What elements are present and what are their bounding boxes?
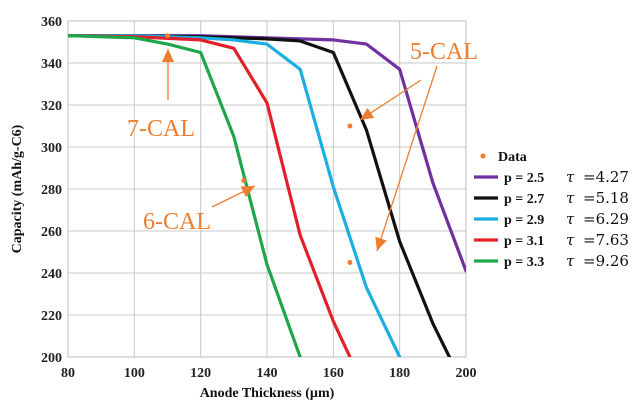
y-tick-label: 300 — [41, 141, 62, 156]
legend: Data p = 2.5 τ =4.27 p = 2.7 τ =5.18 p = 2.9 τ =… — [474, 150, 629, 270]
annotation-7-cal: 7-CAL — [127, 116, 195, 142]
legend-series-label: p = 3.3 — [504, 255, 544, 270]
grid — [67, 20, 467, 358]
x-tick-label: 160 — [323, 366, 344, 381]
y-tick-label: 320 — [41, 99, 62, 114]
y-tick-label: 260 — [41, 225, 62, 240]
x-tick-label: 80 — [61, 366, 75, 381]
legend-tau-symbol: τ — [566, 231, 575, 249]
y-tick-label: 220 — [41, 309, 62, 324]
legend-series-label: p = 2.5 — [504, 171, 544, 186]
x-tick-label: 100 — [124, 366, 145, 381]
y-tick-labels: 200 220 240 260 280 300 320 340 360 — [41, 15, 62, 366]
y-tick-label: 360 — [41, 15, 62, 30]
y-tick-label: 280 — [41, 183, 62, 198]
legend-tau-symbol: τ — [566, 168, 575, 186]
x-tick-label: 200 — [456, 366, 477, 381]
annotation-6-cal: 6-CAL — [143, 209, 211, 235]
legend-tau-symbol: τ — [566, 252, 575, 270]
annotation-arrow-head — [240, 186, 255, 198]
legend-data-label: Data — [498, 150, 527, 165]
series-line — [68, 34, 352, 357]
legend-series-label: p = 2.7 — [504, 192, 544, 207]
data-point — [347, 123, 353, 129]
annotation-arrow-head — [375, 236, 387, 251]
data-point — [347, 260, 353, 265]
data-point — [165, 33, 170, 39]
legend-data-marker — [480, 153, 486, 159]
annotation-5-cal: 5-CAL — [410, 39, 478, 65]
legend-series-label: p = 2.9 — [504, 213, 544, 228]
annotation-arrow-head — [360, 107, 375, 120]
data-points — [165, 33, 353, 265]
y-tick-label: 340 — [41, 57, 62, 72]
annotation-arrow-line — [376, 65, 438, 252]
legend-tau-symbol: τ — [566, 210, 575, 228]
y-axis-title: Capacity (mAh/g-C6) — [10, 124, 25, 253]
legend-tau-value: =5.18 — [583, 189, 629, 207]
plot-frame — [67, 20, 467, 358]
legend-tau-value: =6.29 — [583, 210, 629, 228]
x-axis-title: Anode Thickness (µm) — [200, 386, 335, 401]
x-tick-label: 180 — [389, 366, 410, 381]
y-tick-label: 200 — [41, 351, 62, 366]
annotation-arrows — [162, 49, 438, 252]
series-line — [68, 34, 452, 357]
legend-tau-value: =9.26 — [583, 252, 629, 270]
x-tick-label: 120 — [190, 366, 211, 381]
data-point — [241, 178, 247, 184]
x-tick-label: 140 — [257, 366, 278, 381]
series-line — [68, 34, 302, 357]
x-tick-labels: 80 100 120 140 160 180 200 — [61, 366, 477, 381]
y-tick-label: 240 — [41, 267, 62, 282]
legend-tau-symbol: τ — [566, 189, 575, 207]
legend-series-label: p = 3.1 — [504, 234, 544, 249]
legend-tau-value: =4.27 — [583, 168, 629, 186]
annotation-arrow-head — [162, 49, 174, 62]
legend-tau-value: =7.63 — [583, 231, 629, 249]
